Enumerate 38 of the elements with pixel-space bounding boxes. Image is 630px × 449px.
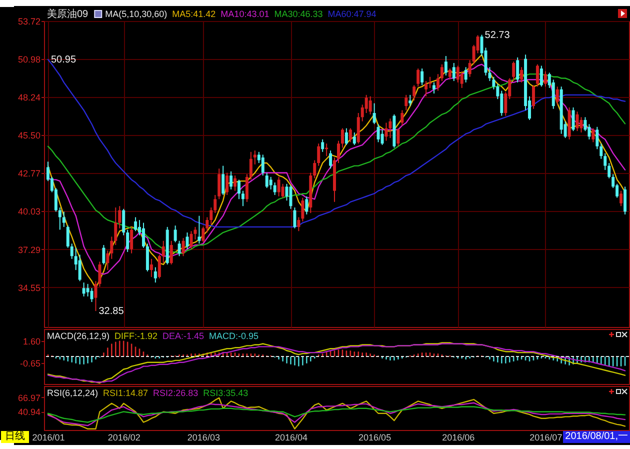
legend-title: MACD(26,12,9) <box>46 330 110 340</box>
y-tick-label: 50.98 <box>17 54 40 64</box>
y-tick-label: 37.29 <box>17 244 40 254</box>
x-tick-label: 2016/03 <box>186 432 220 442</box>
text: 日线 <box>1 431 29 443</box>
x-tick-label: 2016/07 <box>529 432 562 442</box>
y-tick-label: 40.03 <box>17 206 40 216</box>
y-tick-label: 40.94 <box>17 406 40 417</box>
text: MA30:46.33 <box>274 8 322 18</box>
chart-title: 美原油09 <box>46 8 88 20</box>
x-tick-label: 2016/05 <box>358 432 391 442</box>
text: 2016/08/01,一 <box>563 431 630 443</box>
x-tick-label: 2016/02 <box>107 432 140 442</box>
y-tick-label: 34.55 <box>17 282 40 292</box>
x-tick-label: 2016/04 <box>274 432 308 442</box>
y-tick-label: 48.24 <box>17 92 40 102</box>
series-label: RSI1:14.87 <box>102 388 148 398</box>
text: MA5:41.42 <box>172 8 216 18</box>
series-label: RSI3:35.43 <box>202 388 248 398</box>
y-tick-label: 1.60 <box>22 336 40 346</box>
y-tick-label: 45.50 <box>17 130 40 140</box>
series-label: DEA:-1.45 <box>162 330 204 340</box>
y-tick-label: 53.72 <box>17 16 40 26</box>
text: MA60:47.94 <box>327 8 376 18</box>
y-tick-label: 42.77 <box>17 168 40 178</box>
y-tick-label: -0.65 <box>19 358 40 368</box>
annotation: 50.95 <box>50 54 76 65</box>
legend-title: RSI(6,12,24) <box>46 388 98 398</box>
series-label: MACD:-0.95 <box>208 330 258 340</box>
text: MA10:43.01 <box>220 8 269 18</box>
annotation: 32.85 <box>98 306 124 317</box>
series-label: RSI2:26.83 <box>152 388 198 398</box>
y-tick-label: 66.97 <box>17 392 40 402</box>
x-tick-label: 2016/06 <box>442 432 474 442</box>
legend-title: MA(5,10,30,60) <box>104 8 167 18</box>
annotation: 52.73 <box>484 29 510 40</box>
x-tick-label: 2016/01 <box>32 432 64 442</box>
text: DIFF:-1.92 <box>114 330 158 340</box>
